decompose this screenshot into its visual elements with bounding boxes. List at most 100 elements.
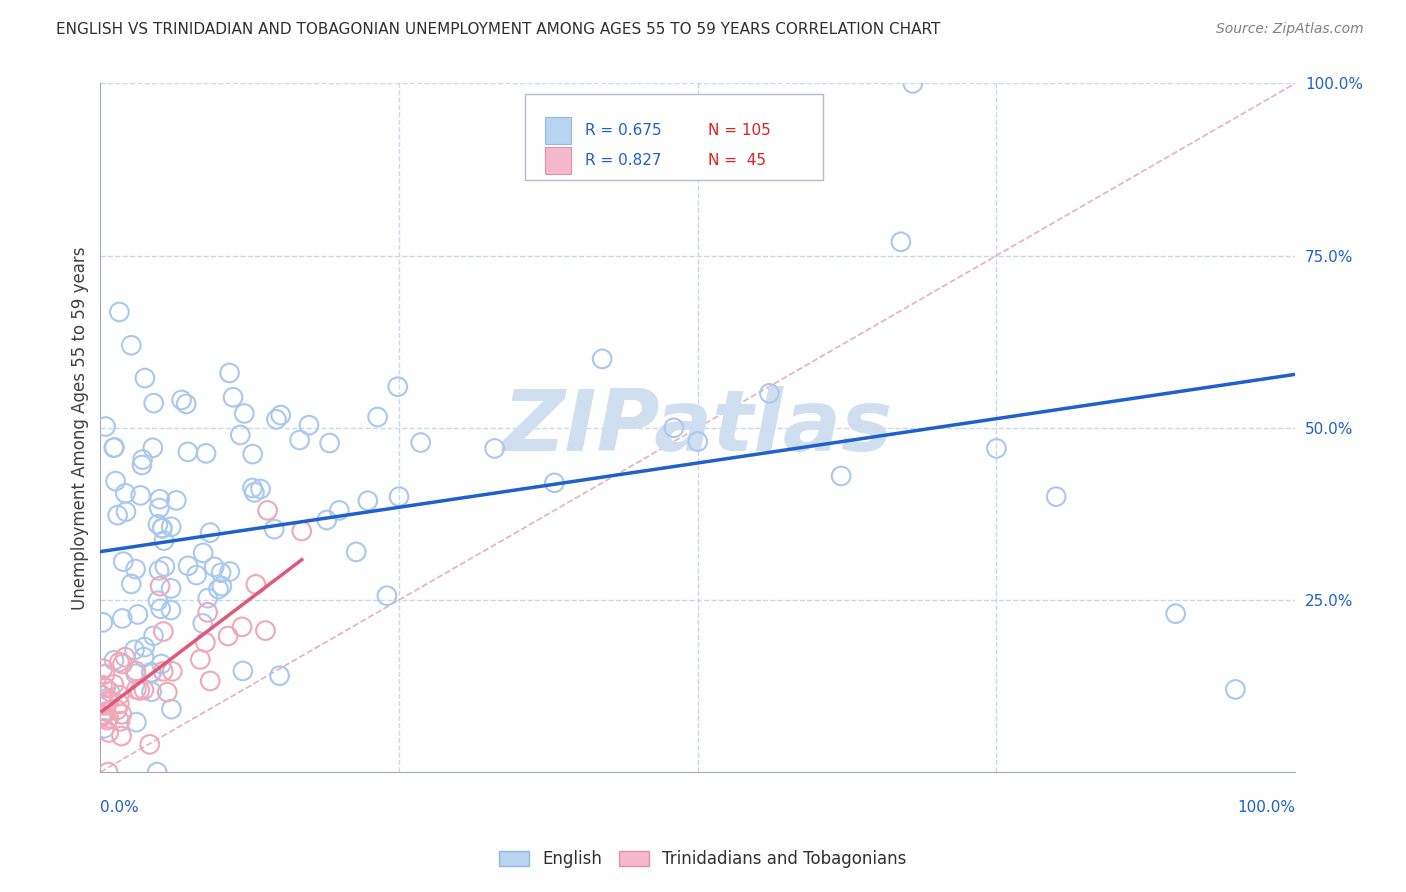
Point <box>249 482 271 496</box>
Point <box>108 714 131 729</box>
Point <box>94 419 117 434</box>
Point <box>150 657 173 671</box>
Point <box>108 688 131 702</box>
Point <box>146 517 169 532</box>
Point <box>409 435 432 450</box>
Point <box>127 607 149 622</box>
Point <box>160 582 183 596</box>
Point <box>591 351 613 366</box>
Point <box>91 697 114 711</box>
Text: N =  45: N = 45 <box>709 153 766 168</box>
Bar <box>544 147 571 174</box>
Point <box>150 521 173 535</box>
Point <box>134 640 156 654</box>
Point <box>153 533 176 548</box>
Point <box>141 665 163 680</box>
Point <box>197 605 219 619</box>
Point <box>191 616 214 631</box>
Point <box>149 601 172 615</box>
Point <box>96 691 118 706</box>
Point <box>387 379 409 393</box>
Point <box>131 458 153 472</box>
Point <box>270 408 292 422</box>
Point <box>110 729 132 743</box>
Point <box>103 653 125 667</box>
Text: 100.0%: 100.0% <box>1237 799 1295 814</box>
Point <box>209 566 232 580</box>
Point <box>388 490 411 504</box>
Point <box>105 703 128 717</box>
Text: ZIPatlas: ZIPatlas <box>502 386 893 469</box>
Text: R = 0.675: R = 0.675 <box>585 123 662 138</box>
Point <box>229 428 252 442</box>
Point <box>830 469 852 483</box>
Point <box>91 615 114 630</box>
Point <box>197 591 219 606</box>
Point <box>132 682 155 697</box>
Point <box>191 546 214 560</box>
Point <box>124 642 146 657</box>
Point <box>148 501 170 516</box>
Point <box>174 397 197 411</box>
Point <box>986 442 1008 456</box>
Point <box>357 493 380 508</box>
Point <box>125 715 148 730</box>
Point <box>890 235 912 249</box>
Point <box>108 697 131 711</box>
Point <box>97 765 120 780</box>
Point <box>170 392 193 407</box>
Point <box>195 446 218 460</box>
Point <box>202 559 225 574</box>
Point <box>186 568 208 582</box>
Point <box>125 664 148 678</box>
Point <box>242 447 264 461</box>
Point <box>269 668 291 682</box>
Point <box>120 577 142 591</box>
Point <box>142 629 165 643</box>
Point <box>165 493 187 508</box>
Point <box>91 708 114 723</box>
FancyBboxPatch shape <box>524 94 823 180</box>
Point <box>758 386 780 401</box>
Point <box>233 407 256 421</box>
Point <box>291 524 314 538</box>
Text: Source: ZipAtlas.com: Source: ZipAtlas.com <box>1216 22 1364 37</box>
Bar <box>544 118 571 144</box>
Point <box>231 620 253 634</box>
Point <box>222 390 245 404</box>
Point <box>111 707 134 722</box>
Point <box>115 505 138 519</box>
Point <box>141 684 163 698</box>
Point <box>177 558 200 573</box>
Point <box>1164 607 1187 621</box>
Point <box>103 677 125 691</box>
Text: ENGLISH VS TRINIDADIAN AND TOBAGONIAN UNEMPLOYMENT AMONG AGES 55 TO 59 YEARS COR: ENGLISH VS TRINIDADIAN AND TOBAGONIAN UN… <box>56 22 941 37</box>
Point <box>263 522 285 536</box>
Point <box>114 486 136 500</box>
Point <box>318 436 340 450</box>
Point <box>142 396 165 410</box>
Point <box>132 650 155 665</box>
Point <box>245 577 267 591</box>
Point <box>243 485 266 500</box>
Point <box>149 579 172 593</box>
Point <box>198 525 221 540</box>
Point <box>134 371 156 385</box>
Point <box>218 565 240 579</box>
Point <box>108 305 131 319</box>
Legend: English, Trinidadians and Tobagonians: English, Trinidadians and Tobagonians <box>492 844 914 875</box>
Point <box>112 555 135 569</box>
Point <box>207 582 229 596</box>
Point <box>103 441 125 455</box>
Point <box>138 737 160 751</box>
Point <box>344 545 367 559</box>
Point <box>315 513 337 527</box>
Point <box>146 765 169 780</box>
Point <box>125 682 148 697</box>
Point <box>254 624 277 638</box>
Point <box>1045 490 1067 504</box>
Point <box>160 520 183 534</box>
Point <box>375 589 398 603</box>
Point <box>217 629 239 643</box>
Point <box>150 521 173 535</box>
